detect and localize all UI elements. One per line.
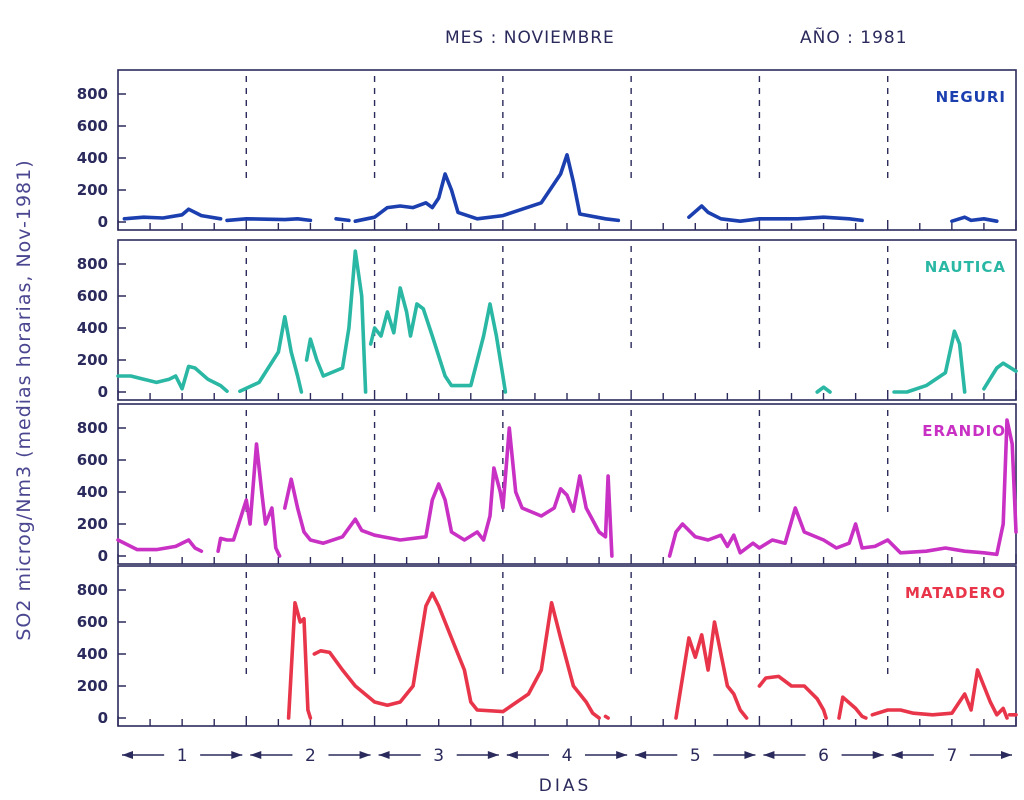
y-tick-label: 0 (98, 547, 108, 565)
series-line-nautica (238, 314, 304, 394)
day-span-arrow-left (122, 751, 133, 759)
day-span-arrow-right (872, 751, 884, 759)
day-span-arrow-right (359, 751, 371, 759)
y-tick-label: 800 (77, 581, 108, 599)
y-tick-label: 200 (77, 515, 108, 533)
series-line-neguri (950, 215, 999, 223)
series-line-nautica (892, 329, 967, 394)
series-line-nautica (368, 286, 508, 394)
y-tick-label: 0 (98, 213, 108, 231)
series-line-matadero (312, 591, 601, 720)
series-line-erandio (282, 426, 614, 558)
series-line-matadero (674, 620, 749, 720)
panel-matadero: 0 200 400 600 800 MATADERO (77, 565, 1018, 727)
series-line-neguri (353, 153, 621, 223)
x-tick-label: 4 (562, 746, 573, 766)
series-line-erandio (667, 418, 1018, 558)
day-span-arrow-left (891, 751, 903, 759)
y-tick-label: 800 (77, 85, 108, 103)
series-line-matadero (837, 695, 868, 720)
series-line-matadero (286, 600, 313, 720)
series-line-neguri (122, 207, 223, 221)
y-tick-label: 600 (77, 451, 108, 469)
y-tick-label: 400 (77, 149, 108, 167)
day-span-arrow-right (616, 751, 628, 759)
x-tick-label: 5 (690, 746, 701, 766)
panel-nautica: 0 200 400 600 800 NAUTICA (77, 239, 1018, 401)
x-tick-label: 2 (305, 746, 316, 766)
y-tick-label: 400 (77, 319, 108, 337)
y-tick-label: 200 (77, 677, 108, 695)
panel-frame (117, 69, 1017, 231)
series-line-nautica (304, 249, 368, 394)
y-tick-label: 200 (77, 181, 108, 199)
y-tick-label: 400 (77, 645, 108, 663)
day-span-arrow-left (506, 751, 518, 759)
station-label: NEGURI (936, 88, 1006, 106)
panel-neguri: 0 200 400 600 800 NEGURI (77, 69, 1017, 231)
y-tick-label: 800 (77, 419, 108, 437)
y-tick-label: 600 (77, 613, 108, 631)
y-tick-label: 600 (77, 287, 108, 305)
series-line-neguri (334, 217, 351, 223)
series-line-erandio (216, 442, 282, 558)
series-line-nautica (982, 361, 1018, 391)
day-span-arrow-right (1001, 751, 1012, 759)
y-tick-label: 800 (77, 255, 108, 273)
day-span-arrow-left (378, 751, 390, 759)
day-span-arrow-right (744, 751, 756, 759)
series-line-erandio (116, 538, 204, 554)
y-tick-label: 200 (77, 351, 108, 369)
series-line-nautica (815, 385, 832, 394)
station-label: NAUTICA (925, 258, 1006, 276)
panel-frame (117, 565, 1017, 727)
station-label: MATADERO (905, 584, 1006, 602)
y-tick-label: 0 (98, 383, 108, 401)
day-span-arrow-right (487, 751, 499, 759)
series-line-matadero (757, 674, 828, 720)
day-span-arrow-left (635, 751, 647, 759)
x-tick-label: 1 (177, 746, 188, 766)
day-span-arrow-left (763, 751, 775, 759)
x-tick-label: 7 (946, 746, 957, 766)
month-header: MES : NOVIEMBRE (445, 28, 615, 48)
station-label: ERANDIO (922, 422, 1006, 440)
series-line-neguri (225, 217, 313, 223)
x-axis-group: 1 2 3 4 5 6 7 (122, 746, 1012, 766)
x-axis-title: DIAS (539, 776, 592, 796)
x-tick-label: 3 (433, 746, 444, 766)
panel-frame (117, 239, 1017, 401)
x-tick-label: 6 (818, 746, 829, 766)
y-tick-label: 400 (77, 483, 108, 501)
series-line-neguri (687, 204, 864, 223)
y-axis-title: SO2 microg/Nm3 (medias horarias, Nov-198… (13, 159, 35, 640)
day-span-arrow-left (250, 751, 262, 759)
y-tick-label: 0 (98, 709, 108, 727)
y-tick-label: 600 (77, 117, 108, 135)
day-span-arrow-right (231, 751, 243, 759)
panel-erandio: 0 200 400 600 800 ERANDIO (77, 403, 1018, 565)
year-header: AÑO : 1981 (800, 26, 908, 48)
series-line-nautica (116, 364, 229, 394)
series-line-matadero (870, 668, 1009, 720)
series-line-matadero (603, 714, 610, 720)
